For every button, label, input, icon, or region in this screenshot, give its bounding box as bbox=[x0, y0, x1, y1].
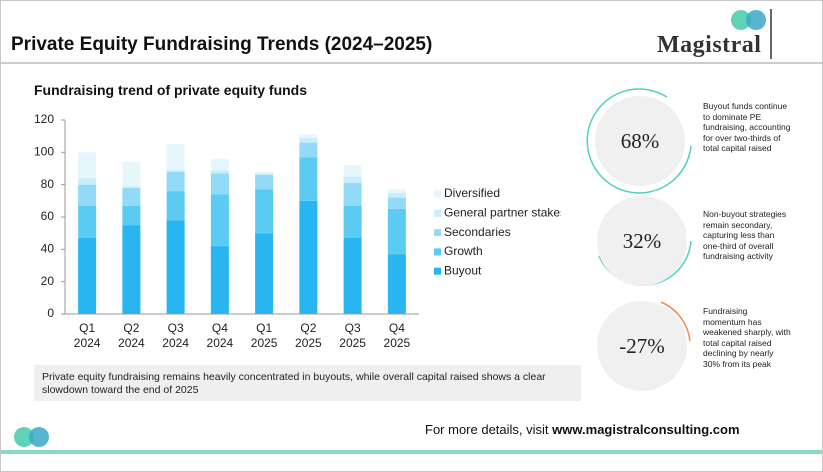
y-tick-label: 0 bbox=[47, 306, 54, 320]
legend-swatch bbox=[434, 209, 441, 217]
bar-segment bbox=[122, 162, 141, 187]
bar-segment bbox=[166, 191, 185, 221]
legend-label: Diversified bbox=[444, 186, 500, 200]
bar-segment bbox=[210, 194, 229, 247]
bar-segment bbox=[299, 142, 318, 158]
bar-segment bbox=[343, 238, 362, 314]
bar-segment bbox=[343, 205, 362, 239]
bar-segment bbox=[210, 170, 229, 174]
bar-segment bbox=[387, 189, 406, 193]
y-tick-label: 120 bbox=[34, 112, 54, 126]
bar-segment bbox=[166, 220, 185, 314]
bar-segment bbox=[387, 254, 406, 314]
footer-link[interactable]: www.magistralconsulting.com bbox=[552, 422, 740, 437]
bar-segment bbox=[78, 152, 97, 179]
x-tick-label: Q2 2025 bbox=[295, 321, 322, 350]
legend-label: Buyout bbox=[444, 263, 482, 277]
legend-label: Growth bbox=[444, 244, 483, 258]
bar-segment bbox=[255, 173, 274, 175]
logo: Magistral bbox=[657, 32, 762, 58]
note: Private equity fundraising remains heavi… bbox=[34, 365, 581, 401]
bar-segment bbox=[166, 171, 185, 192]
bar-segment bbox=[299, 134, 318, 138]
y-tick-label: 60 bbox=[41, 209, 55, 223]
bar-segment bbox=[210, 158, 229, 171]
bar-segment bbox=[255, 171, 274, 174]
y-tick-label: 20 bbox=[41, 274, 55, 288]
bar-segment bbox=[78, 238, 97, 314]
x-tick-label: Q2 2024 bbox=[118, 321, 145, 350]
bar-segment bbox=[122, 225, 141, 314]
x-tick-label: Q1 2024 bbox=[73, 321, 101, 350]
legend-swatch bbox=[434, 229, 441, 237]
footer: For more details, visit www.magistralcon… bbox=[425, 422, 740, 437]
legend-label: Secondaries bbox=[444, 225, 511, 239]
footer-text: For more details, visit bbox=[425, 422, 549, 437]
bar-segment bbox=[78, 184, 97, 206]
bar-segment bbox=[387, 208, 406, 255]
y-tick-label: 80 bbox=[41, 177, 55, 191]
y-tick-label: 100 bbox=[34, 145, 54, 159]
x-tick-label: Q4 2025 bbox=[383, 321, 411, 350]
kpi-value: 32% bbox=[597, 196, 687, 286]
bar-segment bbox=[78, 178, 97, 185]
legend-label: General partner stakes bbox=[444, 205, 561, 219]
bar-segment bbox=[78, 205, 97, 239]
chart: 0 20 40 60 80 100 120 Buyout Growth Secondaries Ge… bbox=[34, 112, 561, 320]
bar-segment bbox=[255, 233, 274, 314]
x-tick-label: Q3 2024 bbox=[162, 321, 189, 350]
bar-segment bbox=[210, 246, 229, 314]
legend-swatch bbox=[434, 248, 441, 256]
kpi-value: -27% bbox=[597, 301, 687, 391]
bar-segment bbox=[387, 192, 406, 198]
kpi-text: Buyout funds continue to dominate PE fun… bbox=[703, 101, 791, 153]
bar-segment bbox=[210, 173, 229, 195]
x-tick-label: Q1 2025 bbox=[250, 321, 278, 350]
x-tick-label: Q3 2025 bbox=[339, 321, 366, 350]
bar-segment bbox=[122, 186, 141, 188]
kpi-text: Fundraising momentum has weakened sharpl… bbox=[703, 306, 791, 369]
y-tick-label: 40 bbox=[41, 242, 55, 256]
kpi-text: Non-buyout strategies remain secondary, … bbox=[703, 209, 787, 261]
bar-segment bbox=[299, 200, 318, 314]
bar-segment bbox=[343, 176, 362, 184]
bar-segment bbox=[122, 187, 141, 206]
x-tick-label: Q4 2024 bbox=[206, 321, 234, 350]
bar-segment bbox=[299, 157, 318, 201]
legend-swatch bbox=[434, 190, 441, 198]
legend-swatch bbox=[434, 267, 441, 275]
bar-segment bbox=[122, 205, 141, 226]
bar-segment bbox=[343, 183, 362, 206]
bar-segment bbox=[255, 174, 274, 190]
kpi-value: 68% bbox=[595, 96, 685, 186]
chart-title: Fundraising trend of private equity fund… bbox=[34, 82, 308, 98]
bar-segment bbox=[343, 165, 362, 177]
bar-segment bbox=[255, 189, 274, 234]
bar-segment bbox=[166, 170, 185, 172]
page-title: Private Equity Fundraising Trends (2024–… bbox=[11, 34, 433, 55]
bar-segment bbox=[387, 197, 406, 209]
bar-segment bbox=[166, 144, 185, 171]
bar-segment bbox=[299, 137, 318, 143]
